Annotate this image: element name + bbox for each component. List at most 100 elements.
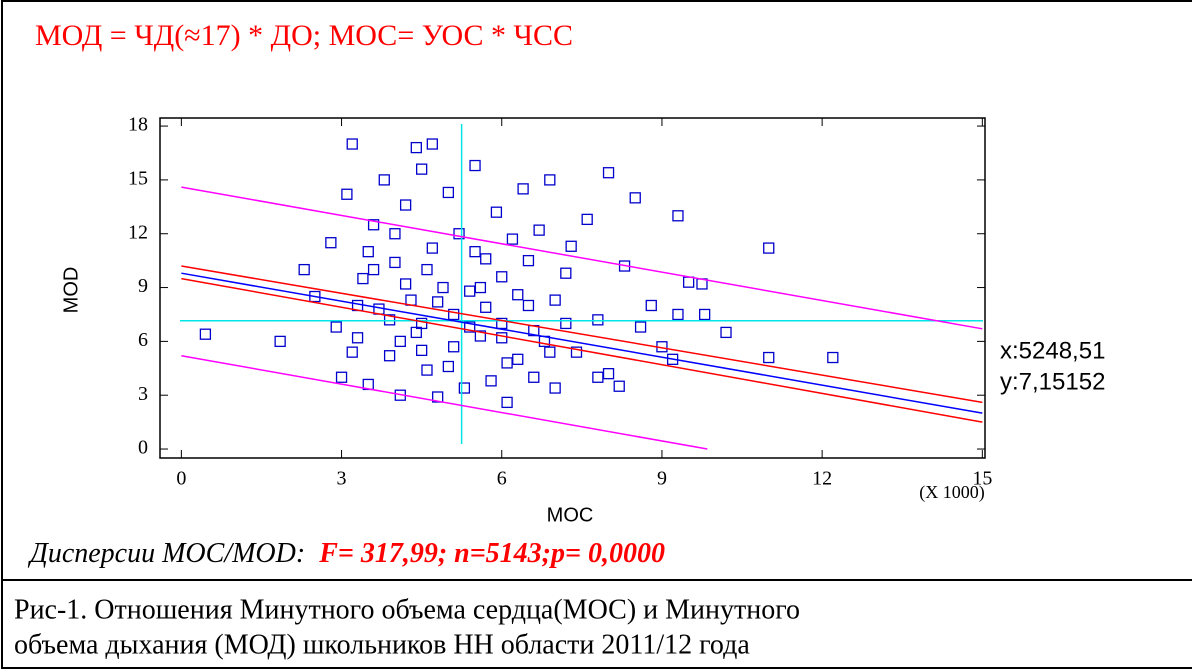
point	[528, 371, 540, 383]
point	[544, 174, 556, 186]
point	[480, 301, 492, 313]
y-axis-label: MOD	[60, 267, 82, 314]
point	[602, 167, 615, 179]
point	[512, 289, 524, 301]
point	[437, 281, 449, 294]
point	[199, 328, 212, 340]
point	[506, 233, 519, 245]
point	[389, 256, 401, 269]
point	[490, 206, 503, 218]
point	[672, 210, 684, 222]
point	[399, 199, 412, 211]
x-tick-label: 12	[812, 468, 832, 490]
point	[496, 271, 508, 283]
point	[592, 371, 604, 383]
point	[645, 299, 657, 312]
point	[570, 346, 583, 358]
fit-line	[181, 265, 983, 404]
point	[634, 321, 647, 333]
point	[512, 353, 524, 365]
point	[517, 183, 529, 195]
point	[458, 382, 471, 394]
point	[383, 350, 396, 362]
x-axis-label: MOC	[547, 504, 594, 526]
point	[367, 263, 380, 276]
point	[426, 242, 438, 254]
point	[464, 285, 476, 297]
point	[421, 364, 433, 376]
point	[416, 344, 428, 356]
point	[672, 308, 684, 321]
y-tick-label: 6	[138, 329, 148, 351]
point	[501, 396, 513, 409]
point	[549, 382, 561, 394]
point	[383, 314, 396, 326]
point	[325, 237, 337, 249]
point	[453, 228, 465, 240]
cursor-y-readout: y:7,15152	[1000, 368, 1105, 395]
point	[720, 326, 732, 339]
point	[394, 335, 406, 348]
point	[341, 188, 353, 200]
point	[469, 246, 481, 258]
point	[474, 330, 487, 342]
point	[346, 346, 358, 358]
point	[309, 290, 321, 303]
x-tick-label: 6	[497, 468, 507, 490]
point	[496, 332, 508, 344]
point	[522, 254, 535, 267]
point	[763, 351, 775, 364]
point	[682, 276, 695, 288]
y-tick-label: 18	[128, 114, 148, 136]
point	[469, 159, 481, 172]
point	[560, 267, 572, 279]
point	[410, 141, 422, 154]
point	[362, 246, 374, 258]
point	[399, 278, 412, 290]
point	[602, 368, 615, 380]
point	[442, 186, 454, 199]
point	[448, 308, 460, 321]
point	[629, 192, 641, 204]
point	[416, 317, 428, 330]
x-tick-label: 15	[972, 468, 992, 490]
caption-line: Рис-1. Отношения Минутного объема сердца…	[14, 594, 800, 625]
point	[474, 281, 487, 294]
point	[581, 213, 593, 226]
x-multiplier: (X 1000)	[919, 482, 985, 503]
point	[357, 272, 369, 285]
point	[346, 138, 358, 150]
point	[432, 391, 444, 403]
point	[378, 174, 390, 186]
point	[522, 299, 535, 312]
point	[592, 314, 604, 326]
point	[827, 351, 839, 364]
point	[298, 263, 310, 276]
point	[501, 357, 513, 369]
fit-line	[181, 186, 983, 330]
fit-line	[181, 354, 708, 450]
point	[274, 335, 286, 348]
point	[426, 138, 438, 150]
stats-label-text: Дисперсии МОС/MOD:	[27, 538, 305, 569]
point	[335, 371, 348, 383]
x-tick-label: 3	[337, 468, 347, 490]
point	[367, 219, 380, 231]
y-tick-label: 0	[138, 437, 148, 459]
point	[613, 380, 625, 392]
y-tick-label: 3	[138, 383, 148, 405]
point	[485, 375, 497, 387]
point	[421, 263, 433, 276]
stats-value: F= 317,99; n=5143;p= 0,0000	[318, 538, 665, 569]
fit-line	[181, 272, 983, 414]
point	[464, 321, 476, 333]
heading: МОД = ЧД(≈17) * ДО; МОС= УОС * ЧСС	[35, 19, 573, 52]
caption-line: объема дыхания (МОД) школьников НН облас…	[14, 629, 750, 660]
point	[389, 228, 401, 240]
point	[763, 242, 775, 254]
y-tick-label: 15	[128, 167, 148, 189]
point	[549, 294, 561, 306]
point	[432, 296, 444, 308]
